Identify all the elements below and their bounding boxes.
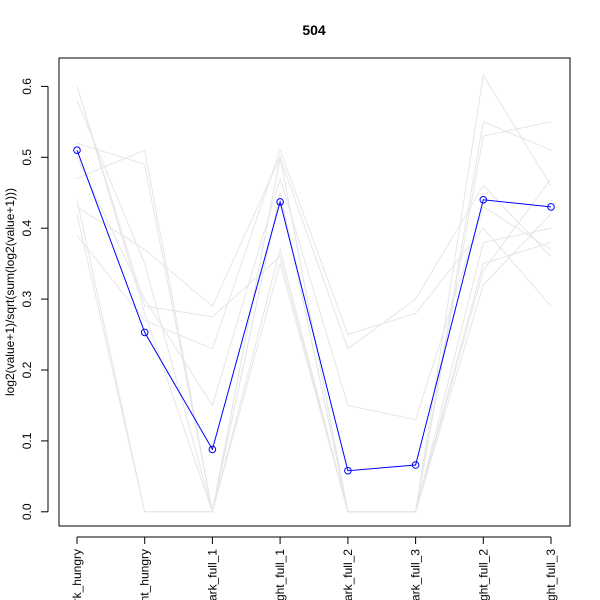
highlight-point-dark_hungry [73,146,81,154]
background-series-line-5 [76,178,552,513]
x-tick-label-dark_hungry: dark_hungry [70,549,84,600]
background-series-line-1 [76,73,552,513]
background-series-line-10 [76,100,552,513]
x-tick-label-dark_full_2: dark_full_2 [341,549,355,600]
x-tick-label-light_full_1: light_full_1 [273,549,287,600]
background-series-line-7 [76,155,552,350]
chart-title: 504 [302,22,326,38]
x-tick-label-dark_full_3: dark_full_3 [409,549,423,600]
y-axis-label: log2(value+1)/sqrt(sum(log2(value+1))) [3,188,17,396]
y-tick-label-5: 0.5 [20,149,34,166]
y-tick-label-0: 0.0 [20,503,34,520]
x-tick-label-light_hungry: light_hungry [138,549,152,600]
highlight-series-line [76,150,552,472]
highlight-point-light_hungry [140,328,149,337]
y-tick-label-2: 0.2 [20,361,34,378]
highlight-point-light_full_2 [479,196,488,204]
highlight-point-dark_full_1 [208,445,217,454]
y-tick-label-3: 0.3 [20,290,34,307]
x-tick-label-light_full_2: light_full_2 [476,549,490,600]
y-axis: 0.0 0.1 0.2 0.3 0.4 0.5 0.6 [20,78,49,520]
plot-frame [58,57,571,527]
x-tick-label-dark_full_1: dark_full_1 [205,549,219,600]
highlight-point-dark_full_3 [411,461,420,469]
highlight-point-light_full_3 [547,203,555,211]
x-axis: dark_hungry light_hungry dark_full_1 light_… [70,536,558,600]
y-tick-label-4: 0.4 [20,220,34,237]
y-tick-label-6: 0.6 [20,78,34,95]
highlight-series-group [73,146,555,475]
highlight-point-dark_full_2 [344,466,352,475]
x-tick-label-light_full_3: light_full_3 [544,549,558,600]
y-tick-label-1: 0.1 [20,432,34,449]
highlight-point-light_full_1 [276,198,284,206]
